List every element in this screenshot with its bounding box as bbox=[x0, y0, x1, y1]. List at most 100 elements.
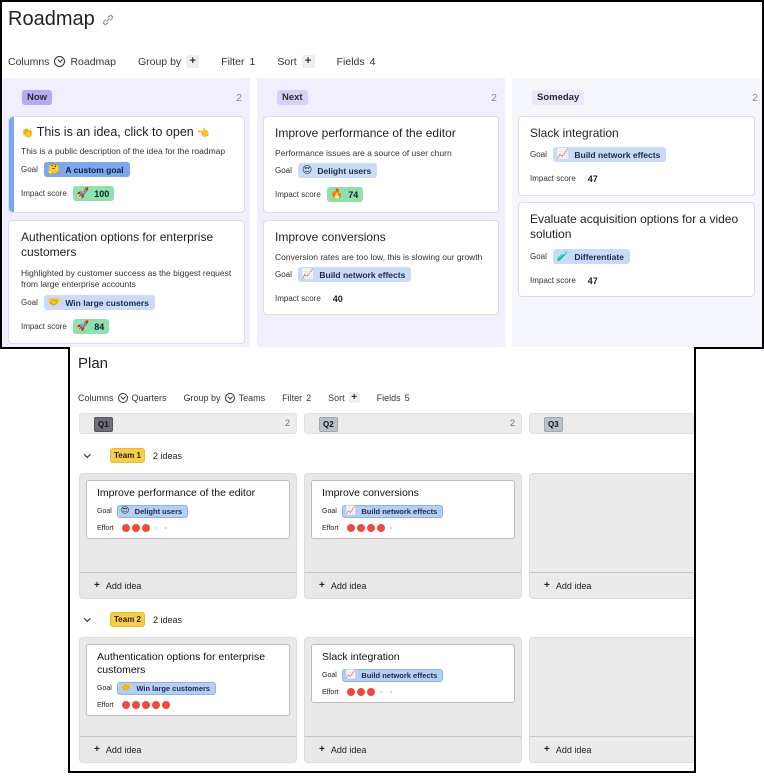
plan-cell-empty: + Add idea bbox=[529, 637, 694, 763]
plus-icon: + bbox=[94, 744, 100, 755]
goal-chip[interactable]: 🧪 Differentiate bbox=[552, 249, 630, 264]
add-idea-button[interactable]: + Add idea bbox=[530, 572, 694, 598]
column-header-q1[interactable]: Q1 2 bbox=[79, 413, 297, 434]
link-icon[interactable] bbox=[101, 13, 115, 27]
effort-dot-filled bbox=[356, 524, 365, 532]
columns-selector[interactable]: Columns Roadmap bbox=[8, 56, 116, 68]
card-title-text: This is an idea, click to open bbox=[36, 125, 194, 139]
effort-rating[interactable] bbox=[346, 524, 395, 532]
goal-chip[interactable]: 🤔 A custom goal bbox=[43, 162, 130, 177]
goal-chip[interactable]: 📈 Build network effects bbox=[297, 267, 412, 282]
effort-dot-filled bbox=[366, 688, 375, 696]
idea-card[interactable]: Improve performance of the editor Goal 😍… bbox=[86, 480, 290, 539]
add-idea-button[interactable]: + Add idea bbox=[305, 572, 521, 598]
effort-rating[interactable] bbox=[121, 701, 170, 709]
effort-label: Effort bbox=[322, 524, 339, 532]
goal-chip[interactable]: 📈 Build network effects bbox=[341, 505, 444, 518]
chevron-down-icon[interactable] bbox=[84, 616, 92, 624]
column-badge: Someday bbox=[532, 90, 585, 105]
heart-eyes-icon: 😍 bbox=[120, 506, 130, 517]
plan-cell: Slack integration Goal 📈 Build network e… bbox=[304, 637, 522, 763]
goal-value: Delight users bbox=[317, 165, 372, 176]
filter-label: Filter bbox=[221, 55, 245, 68]
fields-button[interactable]: Fields 5 bbox=[377, 393, 410, 403]
roadmap-title: Roadmap bbox=[8, 8, 95, 30]
score-row: Impact score 47 bbox=[530, 171, 744, 186]
group-header-team-2[interactable]: Team 2 2 ideas bbox=[84, 612, 182, 627]
page-title: Plan bbox=[78, 355, 109, 372]
effort-dot-empty bbox=[389, 527, 392, 529]
impact-score-value: 40 bbox=[332, 293, 343, 304]
goal-chip[interactable]: 📈 Build network effects bbox=[341, 669, 444, 682]
fields-button[interactable]: Fields 4 bbox=[337, 56, 376, 68]
goal-value: Win large customers bbox=[65, 297, 149, 308]
goal-chip[interactable]: 🤝 Win large customers bbox=[116, 682, 217, 695]
effort-dot-filled bbox=[131, 701, 140, 709]
column-next: Next 2 Improve performance of the editor… bbox=[257, 78, 505, 347]
card-description: Highlighted by customer success as the b… bbox=[21, 268, 232, 289]
add-idea-button[interactable]: + Add idea bbox=[530, 736, 694, 762]
idea-card[interactable]: 👏 This is an idea, click to open 👈 This … bbox=[8, 116, 245, 213]
idea-card[interactable]: Evaluate acquisition options for a video… bbox=[518, 202, 755, 297]
idea-card[interactable]: Improve conversions Conversion rates are… bbox=[263, 220, 499, 315]
goal-chip[interactable]: 📈 Build network effects bbox=[552, 147, 667, 162]
goal-value: Build network effects bbox=[361, 671, 438, 680]
sort-button[interactable]: Sort + bbox=[277, 55, 315, 68]
effort-dot-filled bbox=[141, 701, 150, 709]
goal-row: Goal 📈 Build network effects bbox=[322, 505, 504, 518]
impact-score-value: 100 bbox=[94, 188, 110, 199]
idea-card[interactable]: Authentication options for enterprise cu… bbox=[8, 220, 245, 344]
add-idea-button[interactable]: + Add idea bbox=[80, 572, 296, 598]
card-description: This is a public description of the idea… bbox=[21, 146, 226, 156]
group-by-button[interactable]: Group by + bbox=[138, 55, 200, 68]
roadmap-board: Roadmap Columns Roadmap Group by + Filte… bbox=[0, 0, 764, 349]
add-idea-label: Add idea bbox=[555, 744, 592, 755]
idea-card[interactable]: Slack integration Goal 📈 Build network e… bbox=[311, 644, 515, 703]
chevron-down-icon[interactable] bbox=[84, 452, 92, 460]
filter-count: 2 bbox=[306, 392, 312, 403]
plan-cell-empty: + Add idea bbox=[529, 473, 694, 599]
column-header-q3[interactable]: Q3 bbox=[529, 413, 694, 434]
chart-increasing-icon: 📈 bbox=[345, 670, 357, 681]
goal-value: A custom goal bbox=[65, 164, 124, 175]
column-header-q2[interactable]: Q2 2 bbox=[304, 413, 522, 434]
idea-card[interactable]: Authentication options for enterprise cu… bbox=[86, 644, 290, 716]
goal-row: Goal 😍 Delight users bbox=[275, 163, 488, 178]
idea-card[interactable]: Improve conversions Goal 📈 Build network… bbox=[311, 480, 515, 539]
plan-board: Plan Columns Quarters Group by Teams Fil… bbox=[68, 347, 696, 773]
pointing-hand-icon: 👈 bbox=[197, 128, 210, 139]
plus-icon: + bbox=[186, 55, 200, 68]
add-idea-button[interactable]: + Add idea bbox=[80, 736, 296, 762]
filter-button[interactable]: Filter 2 bbox=[282, 393, 311, 403]
goal-value: Build network effects bbox=[361, 507, 438, 516]
goal-row: Goal 🤔 A custom goal bbox=[21, 162, 234, 177]
roadmap-toolbar: Columns Roadmap Group by + Filter 1 Sort… bbox=[8, 55, 397, 68]
effort-rating[interactable] bbox=[346, 688, 395, 696]
goal-chip[interactable]: 🤝 Win large customers bbox=[43, 295, 155, 310]
effort-rating[interactable] bbox=[121, 524, 170, 532]
goal-chip[interactable]: 😍 Delight users bbox=[297, 163, 378, 178]
sort-button[interactable]: Sort + bbox=[328, 392, 360, 403]
score-row: Impact score 40 bbox=[275, 291, 488, 306]
filter-count: 1 bbox=[249, 55, 256, 68]
idea-card[interactable]: Improve performance of the editor Perfor… bbox=[263, 116, 499, 213]
team-badge: Team 1 bbox=[110, 448, 145, 463]
group-header-team-1[interactable]: Team 1 2 ideas bbox=[84, 448, 182, 463]
plan-cell: Improve performance of the editor Goal 😍… bbox=[79, 473, 297, 599]
goal-row: Goal 📈 Build network effects bbox=[275, 267, 488, 282]
fields-label: Fields bbox=[336, 55, 365, 68]
effort-dot-filled bbox=[151, 701, 160, 709]
effort-dot-filled bbox=[131, 524, 140, 532]
goal-chip[interactable]: 😍 Delight users bbox=[116, 505, 189, 518]
impact-score-label: Impact score bbox=[275, 294, 321, 303]
columns-selector[interactable]: Columns Quarters bbox=[78, 392, 167, 403]
impact-score-chip: 🚀 84 bbox=[72, 319, 110, 334]
goal-label: Goal bbox=[275, 166, 292, 175]
effort-dot-filled bbox=[141, 524, 150, 532]
add-idea-button[interactable]: + Add idea bbox=[305, 736, 521, 762]
chevron-down-circle-icon bbox=[224, 392, 235, 403]
idea-card[interactable]: Slack integration Goal 📈 Build network e… bbox=[518, 116, 755, 196]
add-idea-label: Add idea bbox=[555, 580, 592, 591]
group-by-selector[interactable]: Group by Teams bbox=[184, 392, 265, 403]
filter-button[interactable]: Filter 1 bbox=[221, 56, 255, 68]
